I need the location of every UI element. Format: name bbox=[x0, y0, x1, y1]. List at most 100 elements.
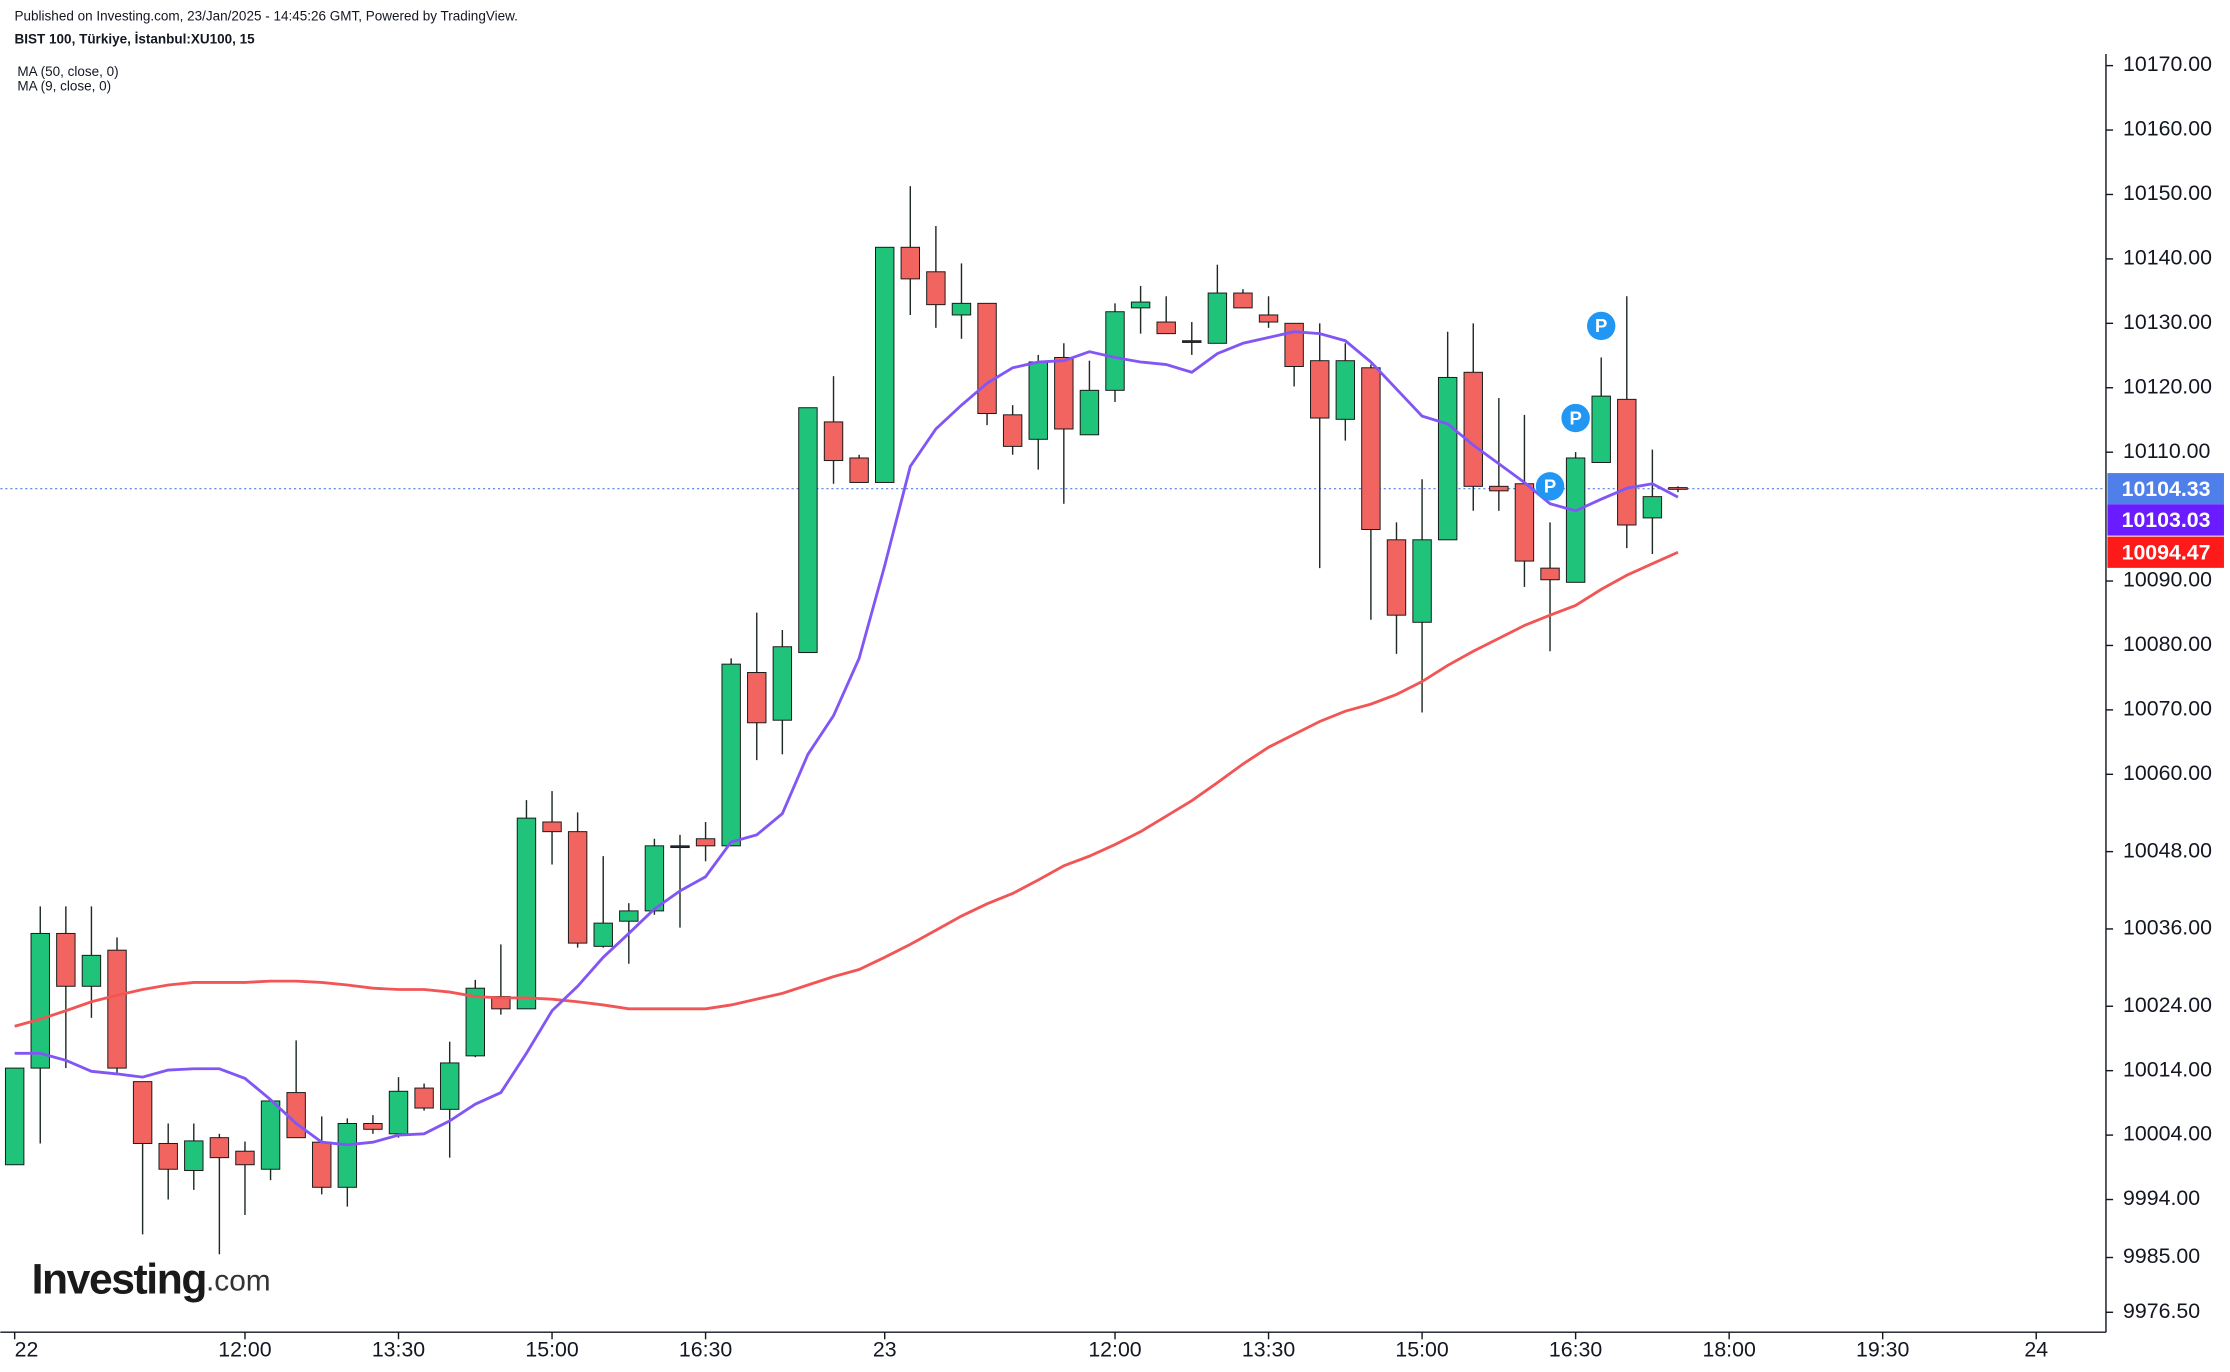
candle-body bbox=[312, 1141, 332, 1188]
logo-name: Investing bbox=[32, 1256, 206, 1304]
candle-body bbox=[286, 1092, 306, 1139]
candle-body bbox=[670, 845, 690, 849]
price-tag bbox=[2107, 473, 2224, 505]
candle-body bbox=[1540, 567, 1560, 581]
header: Published on Investing.com, 23/Jan/2025 … bbox=[15, 9, 518, 24]
candle-body bbox=[1233, 292, 1253, 309]
candle-body bbox=[363, 1123, 383, 1130]
x-tick-label: 13:30 bbox=[372, 1337, 425, 1361]
candle-body bbox=[184, 1140, 204, 1172]
ma-line bbox=[14, 550, 1679, 1028]
candle-body bbox=[1284, 322, 1304, 367]
candle-body bbox=[516, 817, 537, 1010]
x-tick-label: 22 bbox=[15, 1337, 39, 1361]
x-tick-label: 24 bbox=[2024, 1337, 2048, 1361]
candle-body bbox=[747, 672, 767, 724]
x-tick-label: 18:00 bbox=[1702, 1337, 1755, 1361]
logo: Investing.com bbox=[32, 1256, 271, 1304]
marker-label: P bbox=[1595, 315, 1607, 336]
price-tag bbox=[2107, 504, 2224, 536]
y-tick-label: 10048.00 bbox=[2123, 838, 2212, 862]
candle-body bbox=[823, 421, 844, 462]
y-tick-label: 10060.00 bbox=[2123, 761, 2212, 785]
candle-body bbox=[1514, 483, 1535, 562]
legend-entry: MA (50, close, 0) bbox=[17, 64, 118, 79]
candle-body bbox=[1130, 301, 1151, 309]
candle-body bbox=[1668, 487, 1688, 490]
candle-body bbox=[1361, 367, 1381, 530]
candle-body bbox=[158, 1142, 178, 1170]
candle-body bbox=[1054, 356, 1074, 430]
candle-body bbox=[567, 831, 588, 944]
x-tick-label: 19:30 bbox=[1856, 1337, 1909, 1361]
x-tick-label: 15:00 bbox=[1395, 1337, 1448, 1361]
candle-body bbox=[1386, 539, 1407, 616]
candle-body bbox=[1412, 539, 1432, 623]
candle-body bbox=[1105, 311, 1125, 391]
candle-body bbox=[260, 1100, 281, 1170]
candle-body bbox=[1642, 496, 1663, 519]
candle-body bbox=[439, 1062, 460, 1110]
price-tag-label: 10094.47 bbox=[2122, 540, 2211, 564]
y-tick-label: 10120.00 bbox=[2123, 374, 2212, 398]
candle-body bbox=[1156, 321, 1176, 335]
candle-body bbox=[1028, 361, 1048, 440]
price-tag-label: 10103.03 bbox=[2122, 508, 2211, 532]
candle-body bbox=[644, 845, 665, 912]
y-tick-label: 10140.00 bbox=[2123, 246, 2212, 270]
candle-body bbox=[926, 271, 946, 306]
y-tick-label: 10014.00 bbox=[2123, 1057, 2212, 1081]
y-tick-label: 10110.00 bbox=[2123, 439, 2210, 463]
y-tick-label: 10080.00 bbox=[2123, 632, 2212, 656]
ma-line bbox=[14, 330, 1679, 1147]
candle-body bbox=[951, 302, 972, 316]
candle-body bbox=[593, 922, 613, 947]
candle-body bbox=[132, 1081, 153, 1144]
candle-body bbox=[337, 1123, 358, 1188]
y-tick-label: 9994.00 bbox=[2123, 1186, 2200, 1210]
y-tick-label: 9985.00 bbox=[2123, 1244, 2200, 1268]
x-tick-label: 15:00 bbox=[525, 1337, 578, 1361]
candle-body bbox=[209, 1137, 230, 1159]
candle-body bbox=[56, 932, 76, 987]
chart-title: BIST 100, Türkiye, İstanbul:XU100, 15 bbox=[15, 31, 256, 46]
y-tick-label: 10036.00 bbox=[2123, 916, 2212, 940]
candle-body bbox=[1565, 457, 1586, 583]
candles bbox=[4, 186, 1688, 1255]
candle-body bbox=[30, 932, 50, 1069]
marker bbox=[1586, 311, 1616, 341]
candle-body bbox=[900, 246, 921, 280]
candle-body bbox=[874, 246, 895, 483]
logo-suffix: .com bbox=[206, 1264, 271, 1297]
y-tick-label: 10130.00 bbox=[2123, 310, 2212, 334]
y-tick-label: 10004.00 bbox=[2123, 1122, 2212, 1146]
candle-body bbox=[81, 954, 102, 987]
candle-body bbox=[1002, 414, 1023, 447]
y-tick-label: 10070.00 bbox=[2123, 697, 2212, 721]
y-tick-label: 10150.00 bbox=[2123, 181, 2212, 205]
candle-body bbox=[1489, 485, 1509, 492]
x-tick-label: 12:00 bbox=[1088, 1337, 1141, 1361]
candle-body bbox=[1079, 389, 1100, 436]
candle-body bbox=[107, 949, 127, 1069]
candle-body bbox=[1182, 340, 1202, 343]
price-tag-label: 10104.33 bbox=[2122, 477, 2211, 501]
candle-body bbox=[721, 663, 741, 847]
x-tick-label: 16:30 bbox=[679, 1337, 732, 1361]
candle-body bbox=[798, 407, 818, 654]
marker bbox=[1561, 403, 1590, 433]
y-tick-label: 10090.00 bbox=[2123, 568, 2212, 592]
candle-body bbox=[772, 646, 793, 721]
legend-entry: MA (9, close, 0) bbox=[17, 78, 111, 93]
y-tick-label: 10024.00 bbox=[2123, 993, 2212, 1017]
y-tick-label: 9976.50 bbox=[2123, 1299, 2200, 1323]
x-tick-label: 16:30 bbox=[1549, 1337, 1602, 1361]
x-tick-label: 12:00 bbox=[218, 1337, 271, 1361]
candle-body bbox=[1437, 376, 1458, 541]
candle-body bbox=[1335, 360, 1356, 420]
candle-body bbox=[388, 1090, 409, 1135]
marker bbox=[1535, 472, 1565, 501]
price-tag bbox=[2107, 536, 2224, 568]
